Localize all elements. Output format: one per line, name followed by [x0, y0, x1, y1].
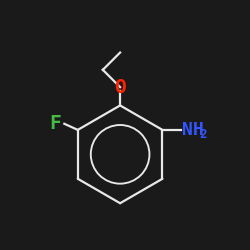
Text: F: F — [50, 114, 62, 133]
Text: O: O — [114, 78, 126, 96]
Text: NH: NH — [182, 121, 204, 139]
Text: 2: 2 — [199, 128, 206, 141]
